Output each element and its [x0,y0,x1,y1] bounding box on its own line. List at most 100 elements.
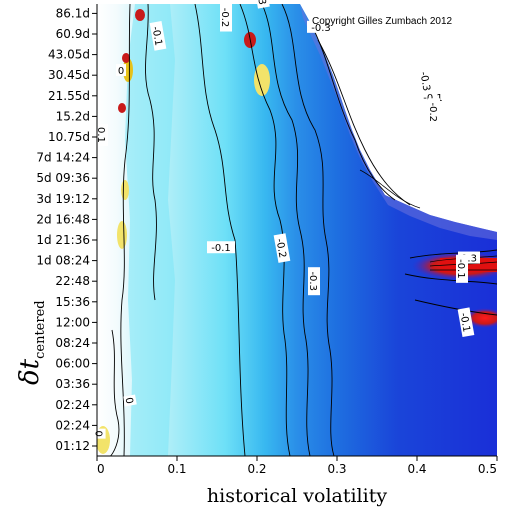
contour-line [359,169,421,209]
contour-label-box [307,20,335,33]
contour-label-box [96,123,108,146]
cyan-band [125,4,175,456]
contour-label: 0 [93,428,106,439]
contour-label: -0.1 [457,307,475,338]
contour-label-text: 0 [118,66,124,77]
contour-label-box [308,267,320,296]
y-tick-label: 1d 21:36 [36,233,90,247]
copyright-text: Copyright Gilles Zumbach 2012 [312,16,453,27]
contour-label: -0.3 [307,20,335,34]
y-ticks: 01:12 02:24 02:24 03:36 06:00 08:24 12:00 15:36… [36,6,97,453]
contour-label-box [273,233,291,263]
y-tick-label: 06:00 [55,357,90,371]
x-tick-label: 0.5 [478,462,497,476]
y-tick-label: 43.05d [48,48,90,62]
contour-label-text: 0.3 [461,254,477,265]
contour-label-box [123,394,137,407]
x-tick-label: 0.1 [167,462,186,476]
x-ticks: 0 0.1 0.2 0.3 0.4 0.5 [96,456,498,476]
y-tick-label: 08:24 [55,336,90,350]
contour-label-box [116,64,126,77]
red-spot [118,103,126,113]
contour-label: -0.3 [417,66,435,97]
contour-line [309,21,396,201]
y-tick-label: 21.55d [48,89,90,103]
y-tick-label: 86.1d [56,6,90,20]
contour-line [409,249,497,259]
contour-lines [109,4,497,456]
contour-label-text: -0.3 [307,271,318,291]
contour-label-text: -0.1 [211,243,231,254]
y-tick-label: 10.75d [48,130,90,144]
contour-line [120,4,131,456]
y-tick-label: 02:24 [55,398,90,412]
contour-label: -0.1 [207,241,235,254]
contour-label: -0.3 [307,267,320,296]
contour-label-box [456,254,468,283]
y-axis-label-text: δtcentered [15,300,48,385]
contour-labels: 0 0 0 0.1 -0.1 -0.1 -0.2 -0.2 -0.3 -0.3 -0.3 -0.1 -0… [93,0,480,439]
x-tick-label: 0.2 [247,462,266,476]
y-tick-label: 2d 16:48 [36,212,90,226]
contour-label-box [149,21,167,51]
contour-label-box [220,3,232,32]
contour-label-box [254,0,270,9]
contour-line [414,299,497,316]
red-hotspot [465,308,497,328]
contour-label-text: -0.3 [311,23,331,34]
contour-label: 0 [116,64,126,77]
contour-label-text: 0.3 [254,0,268,6]
y-tick-label: 60.9d [56,27,90,41]
y-tick-label: 22:48 [55,274,90,288]
red-hotspot-core [440,258,497,272]
y-tick-label: 01:12 [55,439,90,453]
y-axis-label: δtcentered [15,300,48,385]
contour-label-box [457,307,475,338]
contour-label: -0.2 [427,98,440,127]
y-tick-label: 12:00 [55,315,90,329]
contour-label: 0 [123,394,137,407]
contour-label-box [428,98,440,127]
y-tick-label: 03:36 [55,377,90,391]
contour-line [194,4,246,456]
contour-label-box [417,66,435,97]
y-tick-label: 30.45d [48,68,90,82]
red-spot [122,53,130,63]
contour-label: -0.1 [149,21,167,51]
y-tick-label: 5d 09:36 [36,171,90,185]
y-tick-label: 02:24 [55,418,90,432]
contour-line [317,39,411,206]
axes [96,4,497,457]
contour-label: 0.3 [254,0,270,9]
yellow-spot [117,221,127,249]
contour-label-text: -0.2 [219,8,230,28]
contour-label-text: -0.2 [273,238,287,259]
contour-label-text: -0.1 [455,259,466,279]
contour-label-text: -0.3 [417,71,431,92]
x-tick-label: 0 [97,462,105,476]
x-tick-label: 0.3 [327,462,346,476]
yellow-spot [254,64,270,96]
contour-label: -0.1 [455,254,468,283]
plot-area [97,4,497,456]
contour-label-text: -0.2 [427,103,438,123]
yellow-spot [121,180,129,200]
x-axis-label: historical volatility [207,485,387,507]
contour-line [145,4,157,301]
contour-line [404,273,497,285]
contour-line [261,4,311,456]
contour-label-text: 0 [123,397,135,405]
x-tick-label: 0.4 [407,462,426,476]
contour-label: -0.2 [219,3,232,32]
contour-label-box [207,241,235,254]
y-tick-label: 7d 14:24 [36,151,90,165]
y-tick-label: 1d 08:24 [36,254,90,268]
contour-line [239,4,291,456]
no-data-region [300,4,497,232]
contour-label-text: -0.1 [149,26,163,47]
contour-line [281,4,335,456]
y-tick-label: 15:36 [55,295,90,309]
y-axis-label-main: δt [15,358,45,385]
contour-label-text: -0.1 [457,312,471,333]
